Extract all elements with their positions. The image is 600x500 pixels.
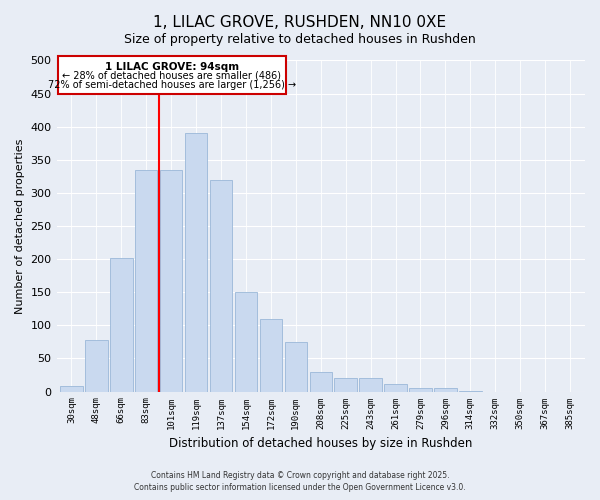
Bar	[409, 388, 431, 392]
Bar	[310, 372, 332, 392]
Bar	[85, 340, 107, 392]
Text: 72% of semi-detached houses are larger (1,256) →: 72% of semi-detached houses are larger (…	[48, 80, 296, 90]
Bar	[235, 292, 257, 392]
Bar	[60, 386, 83, 392]
Bar	[334, 378, 357, 392]
Bar	[359, 378, 382, 392]
Bar	[459, 391, 482, 392]
Text: 1, LILAC GROVE, RUSHDEN, NN10 0XE: 1, LILAC GROVE, RUSHDEN, NN10 0XE	[154, 15, 446, 30]
Bar	[210, 180, 232, 392]
Text: ← 28% of detached houses are smaller (486): ← 28% of detached houses are smaller (48…	[62, 71, 281, 81]
Y-axis label: Number of detached properties: Number of detached properties	[15, 138, 25, 314]
FancyBboxPatch shape	[58, 56, 286, 94]
Bar	[260, 318, 282, 392]
Bar	[385, 384, 407, 392]
Text: Size of property relative to detached houses in Rushden: Size of property relative to detached ho…	[124, 32, 476, 46]
Text: 1 LILAC GROVE: 94sqm: 1 LILAC GROVE: 94sqm	[105, 62, 239, 72]
Bar	[284, 342, 307, 392]
Bar	[160, 170, 182, 392]
Bar	[185, 133, 208, 392]
Bar	[434, 388, 457, 392]
Bar	[135, 170, 157, 392]
Text: Contains HM Land Registry data © Crown copyright and database right 2025.
Contai: Contains HM Land Registry data © Crown c…	[134, 471, 466, 492]
Bar	[110, 258, 133, 392]
X-axis label: Distribution of detached houses by size in Rushden: Distribution of detached houses by size …	[169, 437, 472, 450]
